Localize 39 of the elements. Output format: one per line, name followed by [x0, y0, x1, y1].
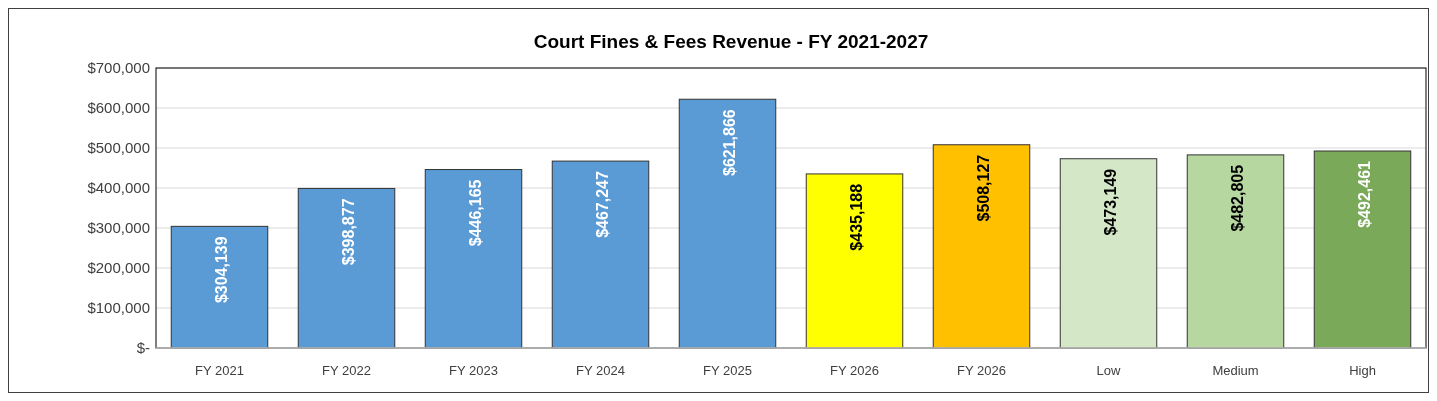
- y-tick-label: $-: [136, 339, 150, 356]
- x-tick-label: FY 2023: [449, 363, 498, 378]
- data-label: $304,139: [212, 236, 230, 304]
- x-tick-label: FY 2026: [830, 363, 879, 378]
- data-label: $446,165: [466, 179, 484, 247]
- bar: [805, 173, 904, 349]
- y-tick-label: $700,000: [87, 59, 150, 76]
- x-tick-label: FY 2025: [703, 363, 752, 378]
- data-label: $398,877: [339, 198, 357, 266]
- bar: [1059, 158, 1158, 349]
- y-tick-label: $200,000: [87, 259, 150, 276]
- x-tick-label: FY 2022: [322, 363, 371, 378]
- bar: [1313, 150, 1412, 349]
- data-label: $508,127: [974, 154, 992, 222]
- bar: [170, 225, 269, 349]
- data-label: $621,866: [720, 109, 738, 176]
- y-tick-label: $600,000: [87, 99, 150, 116]
- x-tick-label: FY 2024: [576, 363, 625, 378]
- bar: [932, 144, 1031, 349]
- x-tick-label: High: [1349, 363, 1376, 378]
- bar: [1186, 154, 1285, 349]
- data-label: $467,247: [593, 171, 611, 238]
- y-tick-label: $500,000: [87, 139, 150, 156]
- data-label: $435,188: [847, 183, 865, 251]
- x-tick-label: Low: [1096, 363, 1122, 378]
- bar: [424, 169, 523, 349]
- y-tick-label: $400,000: [87, 179, 150, 196]
- bar: [297, 187, 396, 349]
- data-label: $473,149: [1101, 168, 1119, 236]
- bar: [551, 160, 650, 349]
- y-tick-label: $100,000: [87, 299, 150, 316]
- data-label: $492,461: [1355, 160, 1373, 228]
- x-tick-label: FY 2026: [957, 363, 1006, 378]
- chart-title: Court Fines & Fees Revenue - FY 2021-2027: [533, 31, 929, 52]
- data-label: $482,805: [1228, 164, 1246, 232]
- bar: [678, 98, 777, 349]
- x-tick-label: FY 2021: [195, 363, 244, 378]
- x-tick-label: Medium: [1212, 363, 1259, 378]
- y-tick-label: $300,000: [87, 219, 150, 236]
